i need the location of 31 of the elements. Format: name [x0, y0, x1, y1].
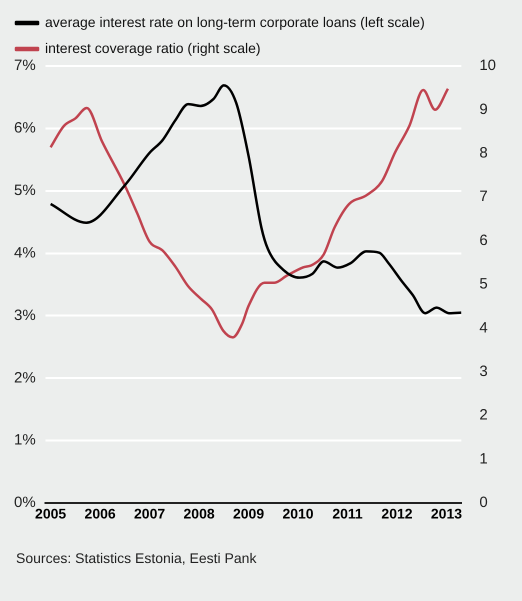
x-tick-label: 2006 — [84, 505, 116, 522]
y-tick-label: 7% — [14, 57, 36, 74]
y2-tick-label: 9 — [479, 100, 488, 118]
x-tick-label: 2011 — [332, 505, 363, 522]
y-tick-label: 1% — [14, 432, 36, 449]
legend-label: average interest rate on long-term corporate loans (left scale) — [45, 14, 425, 30]
y-tick-label: 5% — [14, 182, 36, 199]
y2-tick-label: 5 — [479, 276, 488, 293]
x-tick-label: 2007 — [134, 505, 166, 522]
y2-tick-label: 8 — [479, 144, 488, 162]
x-tick-label: 2008 — [183, 505, 215, 522]
y-tick-label: 4% — [14, 244, 36, 262]
x-tick-label: 2012 — [381, 505, 413, 522]
y-tick-label: 2% — [14, 369, 36, 386]
y2-tick-label: 7 — [479, 188, 488, 206]
y2-tick-label: 4 — [479, 319, 488, 336]
y2-tick-label: 0 — [479, 494, 488, 512]
y2-tick-label: 6 — [479, 232, 488, 249]
y2-tick-label: 3 — [479, 363, 488, 380]
y2-tick-label: 2 — [479, 406, 488, 424]
x-tick-label: 2010 — [282, 505, 314, 522]
y-tick-label: 6% — [14, 120, 36, 137]
source-note: Sources: Statistics Estonia, Eesti Pank — [15, 549, 258, 566]
x-tick-label: 2013 — [430, 505, 462, 522]
y2-tick-label: 10 — [479, 57, 496, 74]
x-tick-label: 2009 — [232, 505, 264, 522]
legend-label: interest coverage ratio (right scale) — [45, 40, 261, 56]
y-tick-label: 0% — [14, 494, 36, 512]
x-tick-label: 2005 — [35, 505, 66, 522]
y2-tick-label: 1 — [479, 450, 488, 468]
y-tick-label: 3% — [14, 306, 36, 324]
